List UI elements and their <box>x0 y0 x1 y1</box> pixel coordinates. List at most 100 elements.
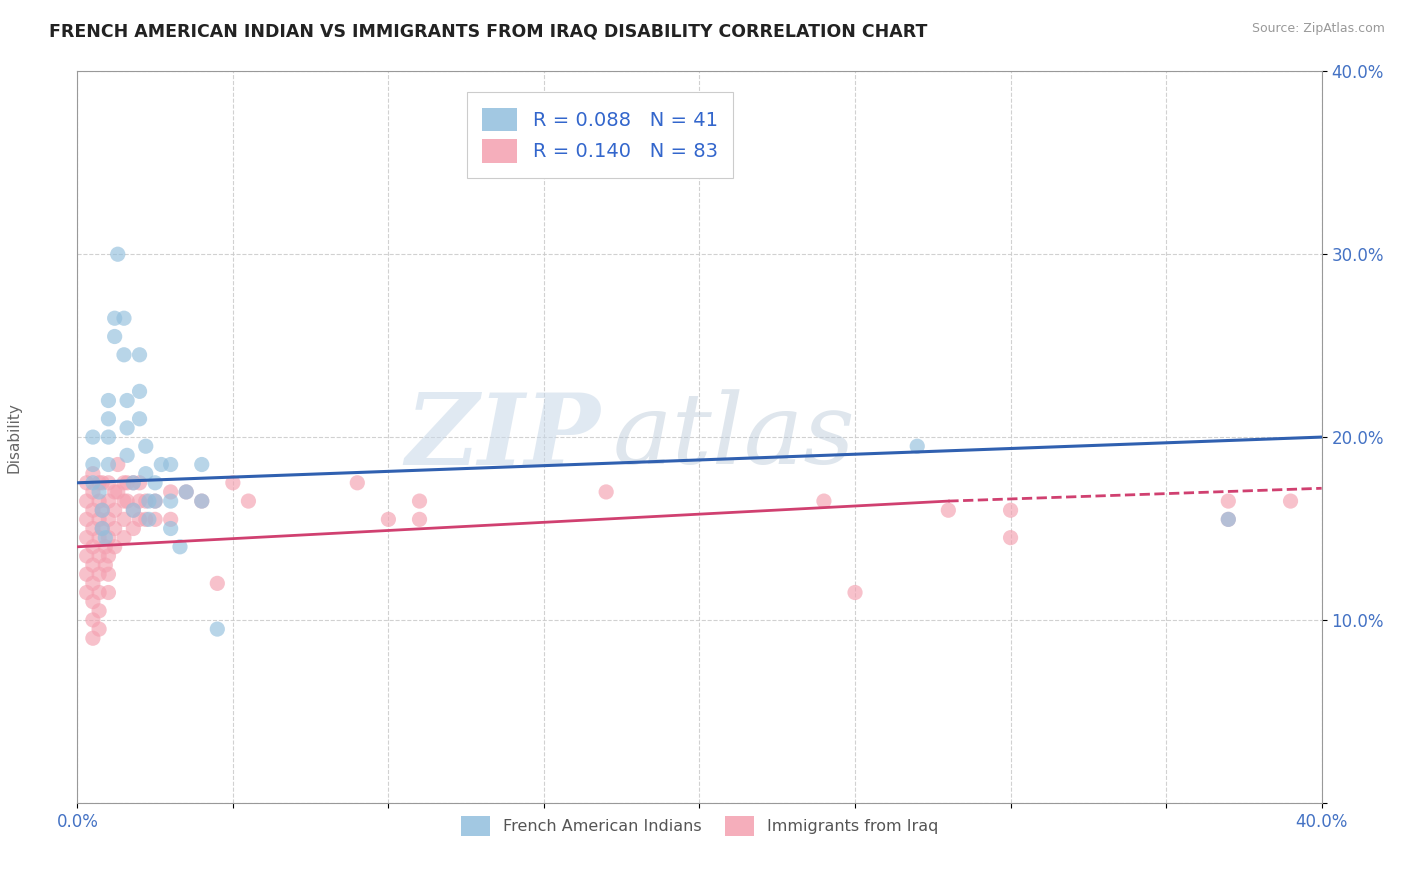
Point <box>159 485 181 500</box>
Point <box>82 467 104 481</box>
Point <box>91 475 114 490</box>
Point <box>159 512 181 526</box>
Point <box>97 512 120 526</box>
Point <box>128 494 150 508</box>
Point <box>138 494 160 508</box>
Point <box>107 485 129 500</box>
Point <box>87 531 110 545</box>
Point <box>238 494 260 508</box>
Point <box>128 384 150 399</box>
Point <box>82 632 104 646</box>
Point <box>905 439 928 453</box>
Point <box>91 521 114 535</box>
Point <box>377 512 399 526</box>
Point <box>135 439 157 453</box>
Point <box>128 512 150 526</box>
Point <box>115 475 138 490</box>
Point <box>97 458 120 472</box>
Point <box>1218 512 1240 526</box>
Point <box>97 494 120 508</box>
Point <box>94 558 117 573</box>
Point <box>76 475 98 490</box>
Point <box>91 503 114 517</box>
Point <box>82 503 104 517</box>
Point <box>190 494 214 508</box>
Point <box>844 585 866 599</box>
Point <box>122 475 145 490</box>
Point <box>76 585 98 599</box>
Point <box>87 512 110 526</box>
Point <box>122 503 145 517</box>
Point <box>128 412 150 426</box>
Point <box>115 494 138 508</box>
Point <box>115 421 138 435</box>
Point <box>104 311 127 326</box>
Point <box>159 521 181 535</box>
Point <box>94 531 117 545</box>
Point <box>91 521 114 535</box>
Point <box>76 549 98 563</box>
Point <box>936 503 959 517</box>
Point <box>82 521 104 535</box>
Point <box>104 521 127 535</box>
Point <box>190 494 214 508</box>
Point <box>104 485 127 500</box>
Point <box>1000 531 1022 545</box>
Point <box>128 348 150 362</box>
Point <box>82 430 104 444</box>
Legend: French American Indians, Immigrants from Iraq: French American Indians, Immigrants from… <box>454 810 945 842</box>
Point <box>87 485 110 500</box>
Point <box>159 494 181 508</box>
Point <box>107 247 129 261</box>
Point <box>87 567 110 582</box>
Point <box>159 458 181 472</box>
Point <box>138 512 160 526</box>
Point <box>122 503 145 517</box>
Point <box>87 585 110 599</box>
Point <box>143 494 166 508</box>
Point <box>97 567 120 582</box>
Point <box>408 512 430 526</box>
Point <box>97 393 120 408</box>
Point <box>595 485 617 500</box>
Point <box>207 622 229 636</box>
Point <box>76 494 98 508</box>
Point <box>104 503 127 517</box>
Y-axis label: Disability: Disability <box>7 401 21 473</box>
Point <box>112 494 135 508</box>
Point <box>143 512 166 526</box>
Point <box>82 576 104 591</box>
Point <box>97 585 120 599</box>
Point <box>87 622 110 636</box>
Point <box>115 448 138 462</box>
Point <box>104 329 127 343</box>
Point <box>112 531 135 545</box>
Point <box>169 540 191 554</box>
Point <box>82 613 104 627</box>
Point <box>82 594 104 608</box>
Point <box>97 475 120 490</box>
Point <box>135 512 157 526</box>
Point <box>115 393 138 408</box>
Point <box>346 475 368 490</box>
Point <box>135 467 157 481</box>
Point <box>143 494 166 508</box>
Point <box>174 485 197 500</box>
Point <box>207 576 229 591</box>
Point <box>1218 494 1240 508</box>
Point <box>190 458 214 472</box>
Point <box>82 540 104 554</box>
Point <box>94 540 117 554</box>
Point <box>76 531 98 545</box>
Point <box>87 475 110 490</box>
Point <box>1279 494 1302 508</box>
Point <box>128 475 150 490</box>
Point <box>1218 512 1240 526</box>
Text: atlas: atlas <box>613 390 855 484</box>
Point <box>122 521 145 535</box>
Point <box>87 549 110 563</box>
Point <box>112 475 135 490</box>
Point <box>107 458 129 472</box>
Point <box>87 604 110 618</box>
Point <box>143 475 166 490</box>
